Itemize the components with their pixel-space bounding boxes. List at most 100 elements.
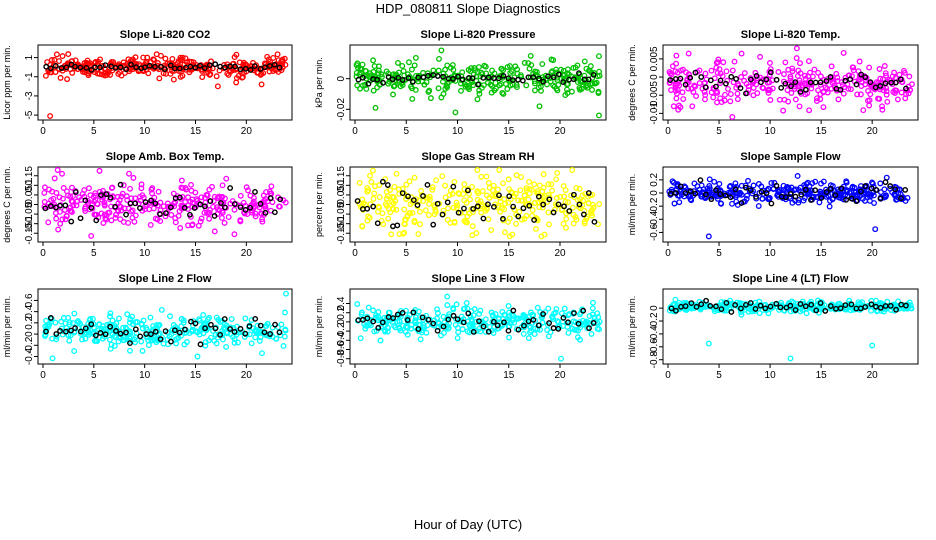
data-point bbox=[253, 329, 260, 336]
data-point bbox=[178, 316, 185, 322]
reference-point bbox=[222, 64, 228, 71]
data-point bbox=[237, 192, 244, 199]
data-point bbox=[532, 226, 539, 232]
reference-point bbox=[535, 322, 542, 329]
data-point bbox=[527, 52, 534, 59]
data-point bbox=[826, 203, 833, 210]
data-point bbox=[417, 336, 424, 343]
data-point bbox=[243, 184, 250, 191]
data-point bbox=[434, 310, 441, 317]
data-point bbox=[895, 298, 902, 305]
data-point bbox=[741, 77, 748, 84]
data-point bbox=[670, 103, 677, 110]
reference-point bbox=[485, 201, 491, 208]
reference-point bbox=[420, 74, 427, 81]
data-point bbox=[168, 331, 175, 338]
x-tick-label: 20 bbox=[867, 126, 879, 137]
chart-panel-8: Slope Line 3 Flow 0 5 10 15 20 -0.8-0.6-0.4-0.… bbox=[314, 273, 607, 381]
data-point bbox=[353, 69, 360, 76]
reference-point bbox=[475, 81, 482, 88]
x-tick-label: 15 bbox=[816, 370, 828, 381]
data-point bbox=[561, 193, 568, 200]
data-point bbox=[553, 176, 560, 183]
data-point bbox=[673, 52, 680, 59]
data-point bbox=[807, 69, 813, 76]
data-point bbox=[767, 87, 773, 93]
data-point bbox=[154, 60, 161, 67]
outlier-point bbox=[283, 290, 289, 297]
reference-point bbox=[590, 71, 597, 78]
data-point bbox=[223, 175, 230, 182]
reference-point bbox=[192, 320, 199, 327]
data-point bbox=[806, 189, 813, 196]
reference-point bbox=[374, 76, 381, 83]
reference-point bbox=[702, 191, 709, 198]
data-point bbox=[86, 185, 92, 192]
reference-point bbox=[530, 74, 537, 81]
reference-point bbox=[713, 187, 719, 194]
reference-point bbox=[117, 64, 124, 71]
reference-point bbox=[192, 64, 199, 71]
outlier-point bbox=[705, 233, 712, 240]
reference-point bbox=[722, 80, 729, 87]
data-point bbox=[375, 70, 382, 77]
reference-point bbox=[364, 315, 371, 322]
data-point bbox=[517, 72, 524, 79]
reference-point bbox=[500, 72, 507, 79]
data-point bbox=[553, 66, 560, 73]
data-point bbox=[462, 219, 469, 225]
data-point bbox=[138, 320, 145, 327]
reference-point bbox=[187, 211, 193, 218]
data-point bbox=[390, 83, 397, 90]
y-tick-label: 0.005 bbox=[649, 46, 660, 71]
data-point bbox=[426, 193, 433, 200]
data-point bbox=[583, 82, 590, 89]
reference-point bbox=[752, 306, 759, 312]
data-point bbox=[245, 187, 251, 194]
data-point bbox=[51, 56, 58, 63]
data-point bbox=[794, 173, 801, 179]
data-point bbox=[412, 317, 419, 324]
data-point bbox=[415, 231, 422, 237]
y-axis-label: kPa per min. bbox=[314, 57, 324, 108]
reference-point bbox=[555, 71, 562, 78]
y-tick-label: 0.05 bbox=[24, 185, 35, 205]
reference-point bbox=[257, 200, 264, 207]
data-point bbox=[674, 183, 681, 190]
data-point bbox=[548, 181, 555, 188]
data-point bbox=[461, 81, 468, 88]
reference-point bbox=[505, 75, 512, 82]
reference-point bbox=[560, 79, 567, 85]
y-tick-label: -0.1 bbox=[24, 215, 35, 233]
data-point bbox=[101, 199, 108, 206]
reference-point bbox=[773, 76, 780, 83]
data-point bbox=[803, 180, 810, 187]
data-point bbox=[56, 194, 63, 201]
y-tick-label: 0.2 bbox=[336, 305, 347, 319]
reference-point bbox=[521, 322, 527, 329]
reference-point bbox=[848, 301, 855, 308]
data-point bbox=[828, 63, 835, 70]
data-point bbox=[755, 203, 762, 210]
reference-point bbox=[142, 199, 149, 206]
data-point bbox=[118, 207, 125, 214]
data-point bbox=[881, 63, 888, 69]
data-point bbox=[132, 339, 139, 346]
reference-point bbox=[440, 73, 446, 80]
data-point bbox=[178, 184, 185, 191]
data-point bbox=[391, 183, 398, 190]
data-point bbox=[371, 63, 378, 70]
reference-point bbox=[773, 182, 780, 189]
reference-point bbox=[812, 187, 819, 194]
data-point bbox=[478, 203, 485, 210]
data-point bbox=[66, 337, 73, 344]
reference-point bbox=[247, 204, 253, 211]
data-point bbox=[107, 310, 114, 317]
reference-point bbox=[271, 209, 278, 216]
data-point bbox=[95, 58, 102, 65]
reference-point bbox=[217, 200, 224, 206]
data-point bbox=[485, 216, 492, 223]
data-point bbox=[565, 199, 571, 206]
data-point bbox=[52, 69, 59, 75]
